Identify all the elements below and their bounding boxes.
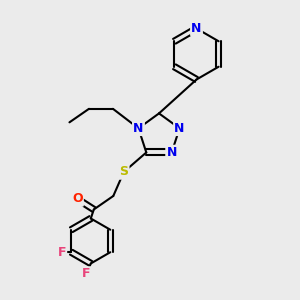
Text: S: S <box>119 166 128 178</box>
Text: N: N <box>191 22 202 35</box>
Text: N: N <box>167 146 177 159</box>
Text: N: N <box>133 122 144 135</box>
Text: F: F <box>58 246 66 259</box>
Text: F: F <box>82 268 91 281</box>
Text: O: O <box>72 193 83 206</box>
Text: N: N <box>174 122 185 135</box>
